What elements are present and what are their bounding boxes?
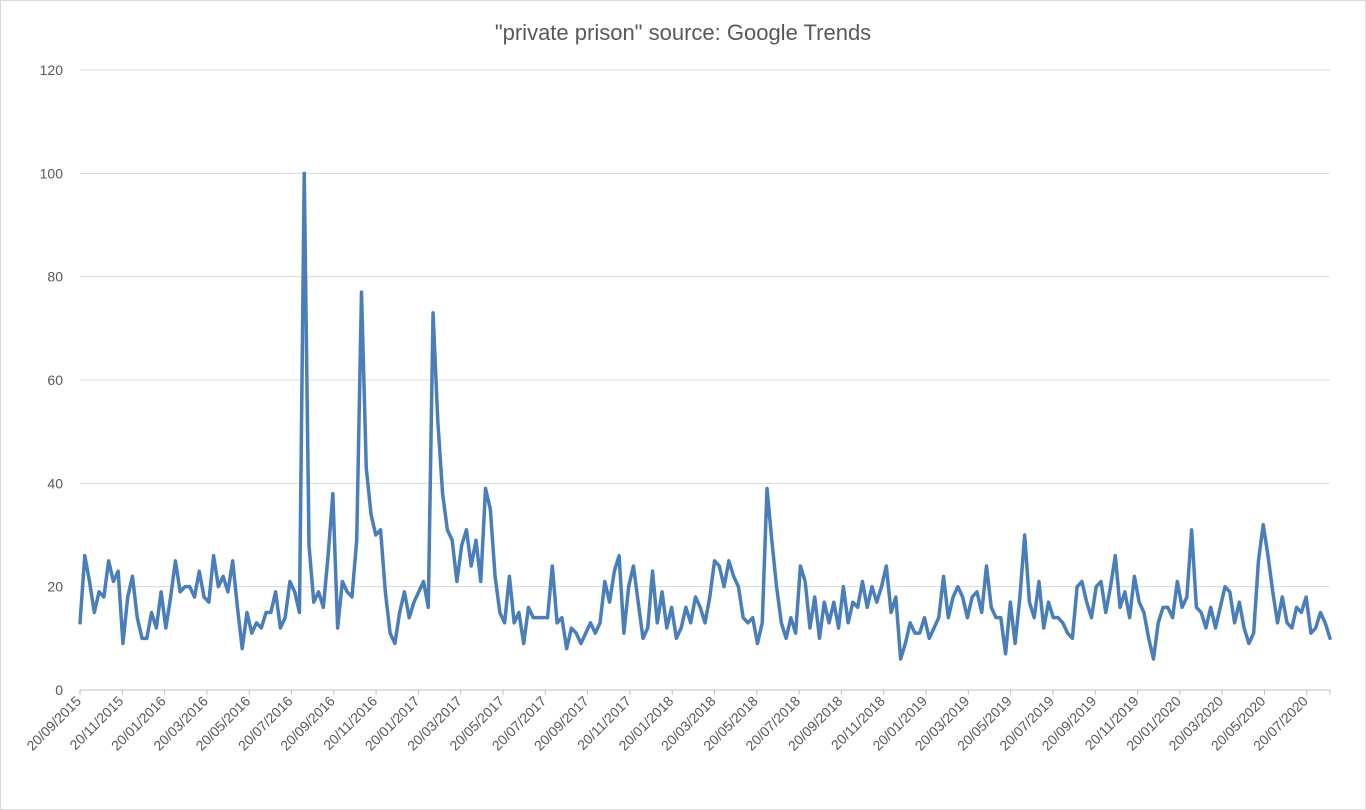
y-tick-label: 60 [47,372,63,388]
y-tick-label: 20 [47,579,63,595]
y-tick-label: 0 [55,682,63,698]
y-tick-label: 80 [47,269,63,285]
y-tick-label: 100 [40,165,64,181]
y-tick-label: 120 [40,62,64,78]
series-line [78,171,1332,661]
y-tick-label: 40 [47,475,63,491]
chart-title: "private prison" source: Google Trends [494,20,872,45]
